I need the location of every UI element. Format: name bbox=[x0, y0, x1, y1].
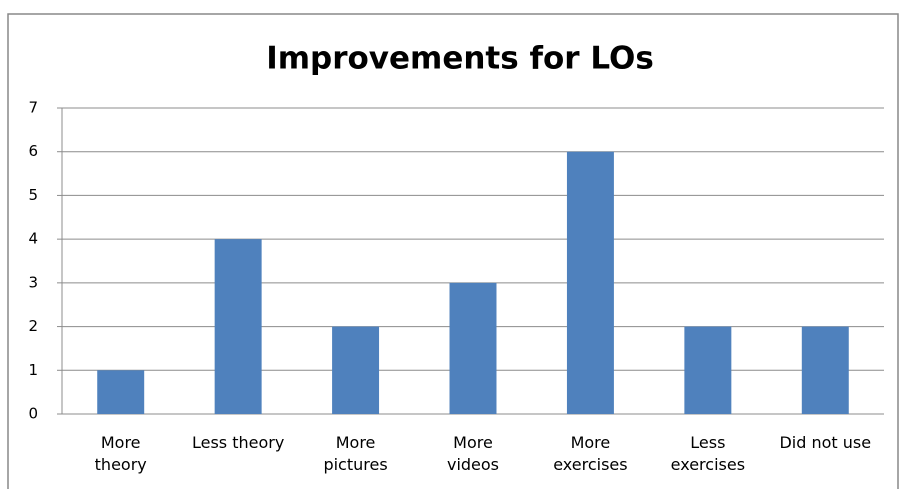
x-tick-label: More theory bbox=[94, 433, 147, 474]
bar bbox=[449, 282, 497, 414]
x-tick-label: More pictures bbox=[323, 433, 388, 474]
chart-frame bbox=[7, 13, 899, 489]
y-tick-label: 6 bbox=[28, 142, 38, 160]
bar bbox=[332, 326, 380, 414]
x-tick-label: Did not use bbox=[779, 433, 872, 452]
bar bbox=[566, 151, 614, 414]
y-tick-label: 2 bbox=[28, 317, 38, 335]
x-tick-label: More videos bbox=[446, 433, 500, 474]
y-tick-label: 1 bbox=[28, 361, 38, 379]
y-tick-label: 0 bbox=[28, 405, 38, 423]
x-tick-label: Less exercises bbox=[670, 433, 746, 474]
y-tick-label: 5 bbox=[28, 186, 38, 204]
chart-title: Improvements for LOs bbox=[266, 41, 654, 77]
y-tick-label: 7 bbox=[28, 99, 38, 117]
bar bbox=[214, 239, 262, 414]
y-tick-label: 3 bbox=[28, 273, 38, 291]
x-tick-label: Less theory bbox=[191, 433, 285, 452]
x-tick-label: More exercises bbox=[553, 433, 628, 474]
y-tick-label: 4 bbox=[28, 230, 38, 248]
bar bbox=[801, 326, 849, 414]
bar bbox=[97, 370, 145, 414]
bar bbox=[684, 326, 732, 414]
